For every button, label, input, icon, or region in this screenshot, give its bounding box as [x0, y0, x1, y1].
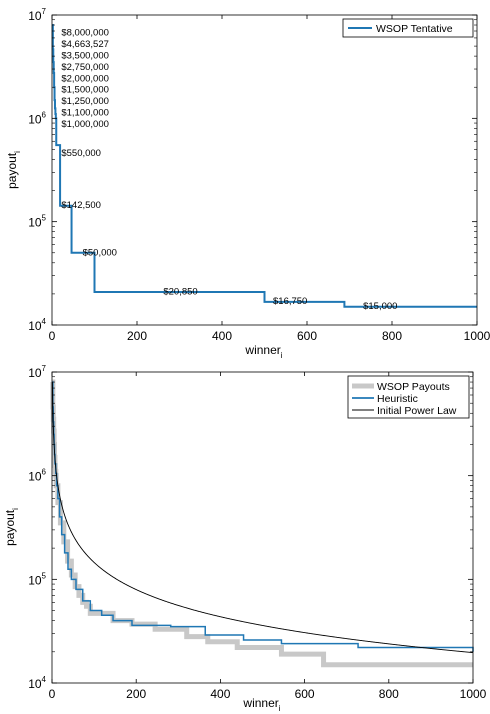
plot-frame-top — [51, 14, 478, 326]
bottom-y-tick-label: 104 — [28, 675, 46, 691]
payout-annotation: $3,500,000 — [61, 50, 109, 61]
bottom-x-tick-label: 600 — [295, 687, 315, 701]
plot-area-bottom — [52, 372, 473, 683]
bottom-x-tick-label: 0 — [49, 687, 56, 701]
payout-annotation: $1,250,000 — [61, 96, 109, 107]
payout-annotation: $142,500 — [61, 200, 101, 211]
top-y-tick-label: 105 — [28, 214, 46, 230]
top-x-tick-label: 200 — [127, 329, 147, 343]
legend-label-heuristic: Heuristic — [377, 393, 418, 405]
payout-annotation: $1,500,000 — [61, 85, 109, 96]
payout-annotation: $50,000 — [83, 248, 117, 259]
payout-annotation: $1,100,000 — [61, 108, 109, 119]
top-x-tick-label: 800 — [382, 329, 402, 343]
top-y-tick-label: 104 — [28, 317, 46, 333]
x-axis-label-top: winneri — [244, 343, 282, 360]
x-axis-label-bottom: winneri — [242, 696, 280, 713]
payout-annotation: $20,850 — [163, 286, 197, 297]
bottom-y-tick-label: 107 — [28, 364, 46, 380]
top-x-tick-label: 1000 — [464, 329, 490, 343]
series-wsop-tentative — [51, 24, 477, 308]
bottom-x-tick-label: 200 — [126, 687, 146, 701]
top-y-tick-label: 107 — [28, 7, 46, 23]
chart-bottom: 0 200 400 600 800 1000 104 105 106 107 WSOP Payou… — [3, 364, 487, 713]
top-x-tick-label: 600 — [297, 329, 317, 343]
payout-annotation: $15,000 — [363, 301, 397, 312]
y-axis-label-top: payouti — [5, 151, 22, 189]
plot-frame-bottom — [51, 371, 474, 684]
chart-top: $8,000,000$4,663,527$3,500,000$2,750,000… — [5, 7, 490, 360]
plot-area-top — [52, 15, 477, 325]
payout-annotation: $2,000,000 — [61, 73, 109, 84]
top-x-tick-label: 0 — [49, 329, 56, 343]
series-initial-power-law — [51, 382, 474, 654]
legend-box-top — [342, 18, 474, 38]
legend-label-wsop-payouts: WSOP Payouts — [377, 381, 450, 393]
payout-annotation: $550,000 — [61, 148, 101, 159]
payout-annotation: $16,750 — [273, 296, 307, 307]
bottom-x-tick-label: 800 — [379, 687, 399, 701]
payout-annotation: $1,000,000 — [61, 119, 109, 130]
legend-label-wsop-tentative: WSOP Tentative — [376, 23, 453, 35]
legend-box-bottom — [347, 375, 470, 419]
payout-annotation: $2,750,000 — [61, 62, 109, 73]
bottom-x-tick-label: 1000 — [460, 687, 487, 701]
bottom-y-tick-label: 105 — [28, 571, 46, 587]
legend-label-initial-power-law: Initial Power Law — [377, 405, 457, 417]
top-y-tick-label: 106 — [28, 110, 46, 126]
payout-annotation: $8,000,000 — [61, 28, 109, 39]
payout-annotation: $4,663,527 — [61, 39, 109, 50]
y-axis-label-bottom: payouti — [3, 508, 20, 546]
bottom-y-tick-label: 106 — [28, 468, 46, 484]
top-x-tick-label: 400 — [212, 329, 232, 343]
bottom-x-tick-label: 400 — [210, 687, 230, 701]
